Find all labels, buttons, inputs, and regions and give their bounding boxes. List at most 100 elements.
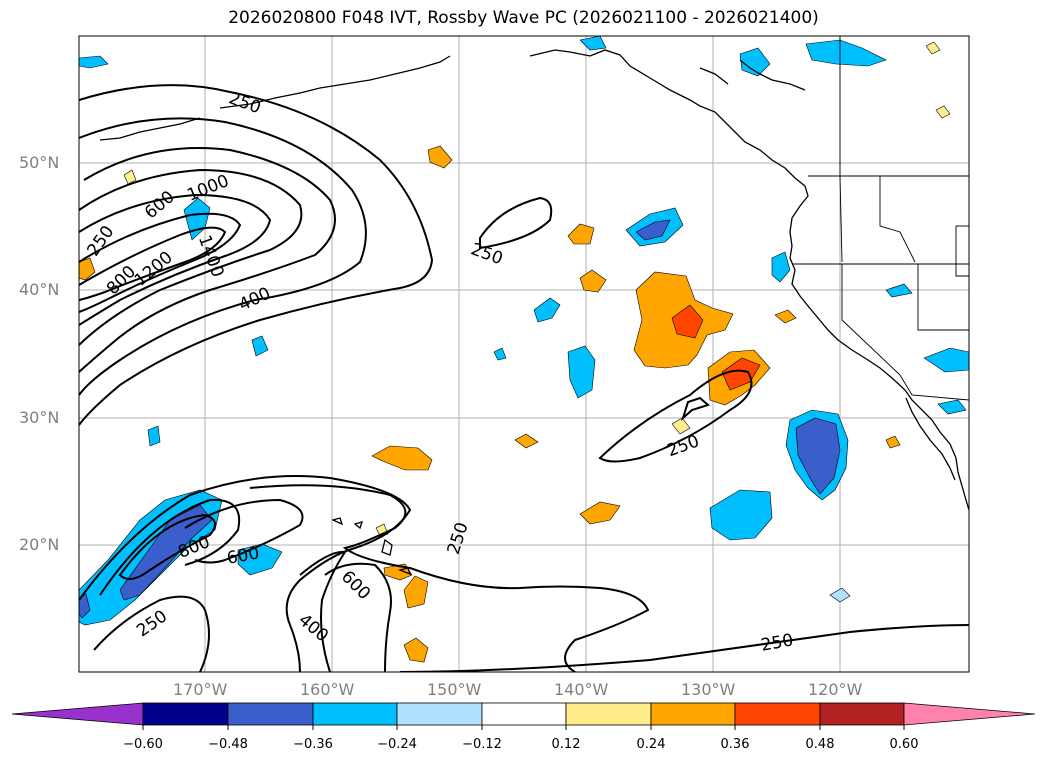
anomaly-region — [925, 41, 941, 55]
border-line — [841, 264, 901, 376]
lon-label: 150°W — [427, 680, 482, 699]
lon-label: 130°W — [681, 680, 736, 699]
anomaly-region — [493, 347, 507, 361]
coastline — [739, 59, 806, 91]
colorbar-segment — [650, 702, 736, 726]
map-title: 2026020800 F048 IVT, Rossby Wave PC (202… — [228, 8, 819, 28]
coastline — [905, 397, 956, 481]
anomaly-region — [795, 417, 841, 495]
colorbar — [11, 702, 1036, 730]
anomaly-region — [885, 435, 901, 449]
colorbar-tick-label: 0.12 — [551, 737, 581, 752]
anomaly-region — [427, 145, 453, 169]
anomaly-region — [371, 445, 433, 471]
anomaly-region — [183, 197, 211, 241]
lon-label: 140°W — [554, 680, 609, 699]
anomaly-region — [671, 304, 704, 339]
anomaly-region — [579, 501, 621, 525]
contour-600 — [99, 498, 241, 596]
anomaly-region — [671, 417, 691, 435]
anomaly-region — [579, 36, 607, 51]
negative-anomaly-areas — [79, 36, 969, 626]
colorbar-segment — [396, 702, 483, 726]
lon-label: 120°W — [808, 680, 863, 699]
contour-800 — [118, 513, 216, 580]
anomaly-region — [123, 169, 137, 185]
contour-400 — [79, 117, 367, 396]
anomaly-region — [514, 433, 539, 449]
colorbar-tick-label: 0.24 — [636, 737, 666, 752]
colorbar-tick-label: 0.48 — [805, 737, 835, 752]
contour-250 — [93, 595, 210, 672]
anomaly-region — [709, 489, 773, 541]
contour-400 — [299, 550, 347, 672]
contour-600 — [324, 562, 392, 672]
contour-600 — [184, 498, 304, 564]
lon-label: 160°W — [300, 680, 355, 699]
anomaly-region — [805, 39, 887, 67]
coastline — [381, 538, 393, 556]
anomaly-region — [579, 269, 607, 293]
colorbar-tick-label: −0.60 — [123, 737, 163, 752]
colorbar-segment — [142, 702, 229, 726]
colorbar-tick-label: −0.36 — [293, 737, 333, 752]
anomaly-region — [567, 345, 596, 399]
coastline — [331, 517, 344, 526]
map-area: 250 600 1000 250 800 1200 1400 400 250 2… — [79, 36, 969, 672]
colorbar-extend-right — [903, 702, 1036, 726]
border-line — [879, 176, 916, 263]
lat-label: 20°N — [19, 535, 60, 554]
contour-400 — [79, 475, 412, 672]
colorbar-tick-label: −0.48 — [208, 737, 248, 752]
colorbar-tick-label: −0.12 — [462, 737, 502, 752]
anomaly-region — [567, 223, 595, 245]
ivt-contours — [79, 84, 969, 672]
colorbar-segment — [227, 702, 314, 726]
anomaly-region — [403, 637, 429, 663]
contour-250 — [479, 196, 553, 250]
anomaly-region — [937, 399, 967, 415]
map-frame — [78, 35, 970, 673]
border-line — [955, 226, 969, 277]
anomaly-region — [635, 219, 671, 241]
contour-250 — [598, 369, 753, 463]
colorbar-segment — [481, 702, 567, 726]
colorbar-tick-label: 0.60 — [889, 737, 919, 752]
anomaly-region — [771, 251, 791, 283]
anomaly-region — [935, 105, 951, 119]
border-line — [917, 264, 969, 331]
anomaly-region — [533, 297, 561, 323]
contour-250 — [79, 84, 434, 426]
state-borders — [792, 36, 969, 401]
contour-250 — [399, 624, 969, 672]
lat-label: 30°N — [19, 408, 60, 427]
contour-1000 — [79, 193, 272, 326]
coastline — [529, 49, 969, 511]
contour-250 — [249, 484, 650, 672]
anomaly-region — [403, 575, 429, 609]
colorbar-segment — [819, 702, 905, 726]
anomaly-region — [251, 335, 269, 357]
anomaly-region — [739, 47, 771, 77]
anomaly-region — [774, 309, 797, 324]
anomaly-region — [79, 257, 96, 281]
anomaly-region — [923, 347, 969, 373]
colorbar-segment — [734, 702, 821, 726]
contour-1200 — [79, 212, 242, 313]
border-line — [839, 175, 843, 263]
anomaly-region — [147, 425, 161, 447]
contour-600 — [79, 147, 336, 373]
colorbar-extend-left — [11, 702, 144, 726]
coastline — [699, 67, 729, 85]
lat-label: 50°N — [19, 153, 60, 172]
anomaly-region — [79, 55, 109, 69]
coastline — [99, 117, 201, 141]
coastline — [397, 567, 412, 576]
lon-label: 170°W — [173, 680, 228, 699]
anomaly-region — [119, 504, 213, 601]
coastline — [353, 521, 364, 530]
lat-label: 40°N — [19, 280, 60, 299]
colorbar-tick-label: −0.24 — [377, 737, 417, 752]
anomaly-region — [829, 587, 851, 603]
positive-anomaly-areas — [79, 41, 951, 663]
